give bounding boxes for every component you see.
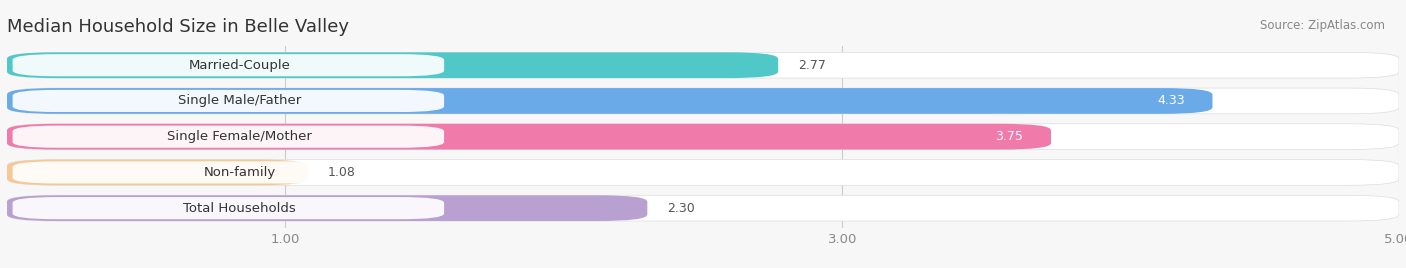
Text: 1.08: 1.08 — [328, 166, 356, 179]
FancyBboxPatch shape — [7, 88, 1212, 114]
Text: Source: ZipAtlas.com: Source: ZipAtlas.com — [1260, 19, 1385, 32]
Text: Married-Couple: Married-Couple — [188, 59, 291, 72]
FancyBboxPatch shape — [7, 195, 647, 221]
Text: 2.77: 2.77 — [797, 59, 825, 72]
Text: Median Household Size in Belle Valley: Median Household Size in Belle Valley — [7, 18, 349, 36]
FancyBboxPatch shape — [7, 52, 778, 78]
FancyBboxPatch shape — [7, 159, 1399, 185]
Text: Non-family: Non-family — [204, 166, 276, 179]
FancyBboxPatch shape — [7, 124, 1399, 150]
Text: Single Male/Father: Single Male/Father — [177, 94, 301, 107]
Text: 3.75: 3.75 — [995, 130, 1024, 143]
FancyBboxPatch shape — [7, 88, 1399, 114]
Text: 2.30: 2.30 — [666, 202, 695, 215]
FancyBboxPatch shape — [13, 126, 444, 148]
FancyBboxPatch shape — [7, 159, 308, 185]
FancyBboxPatch shape — [13, 161, 444, 184]
Text: 4.33: 4.33 — [1157, 94, 1185, 107]
FancyBboxPatch shape — [7, 52, 1399, 78]
Text: Total Households: Total Households — [183, 202, 295, 215]
FancyBboxPatch shape — [7, 195, 1399, 221]
FancyBboxPatch shape — [13, 197, 444, 219]
FancyBboxPatch shape — [13, 90, 444, 112]
Text: Single Female/Mother: Single Female/Mother — [167, 130, 312, 143]
FancyBboxPatch shape — [13, 54, 444, 76]
FancyBboxPatch shape — [7, 124, 1052, 150]
